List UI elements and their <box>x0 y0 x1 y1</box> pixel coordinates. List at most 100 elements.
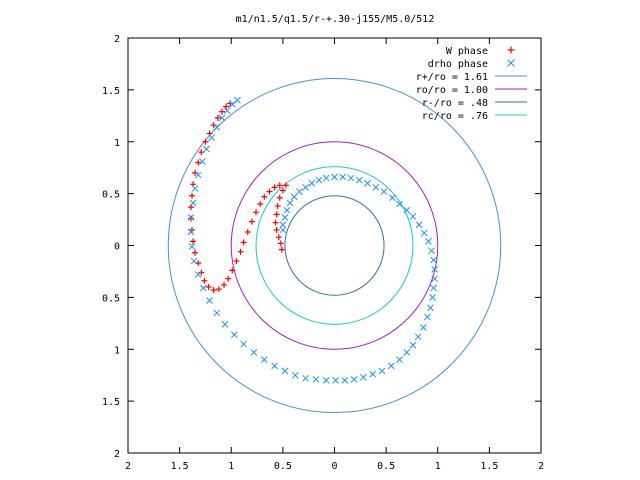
y-tick-label: 0.5 <box>102 190 120 201</box>
w-phase-point <box>198 149 205 156</box>
drho-phase-point <box>409 213 417 220</box>
x-tick-label: 0.5 <box>377 461 395 472</box>
x-tick-label: 2 <box>538 461 544 472</box>
x-tick-label: 0 <box>331 461 337 472</box>
legend-marker <box>507 59 515 67</box>
drho-phase-point <box>414 333 422 341</box>
w-phase-point <box>244 229 251 236</box>
drho-phase-point <box>419 324 427 331</box>
w-phase-point <box>225 275 232 282</box>
drho-phase-point <box>187 214 195 221</box>
drho-phase-point <box>339 173 347 181</box>
w-phase-point <box>189 226 196 233</box>
y-tick-label: 1 <box>114 138 120 149</box>
reference-circles <box>167 77 502 414</box>
drho-phase-point <box>372 184 380 191</box>
drho-phase-point <box>322 377 330 384</box>
drho-phase-point <box>271 362 278 370</box>
drho-phase-point <box>403 349 411 356</box>
y-tick-label: 0.5 <box>102 293 120 304</box>
reference-circle <box>284 195 385 296</box>
w-phase-point <box>279 187 286 194</box>
w-phase-point <box>248 218 255 225</box>
drho-phase-point <box>350 375 358 383</box>
w-phase-point <box>215 286 222 293</box>
drho-phase-point <box>431 275 439 283</box>
drho-phase-point <box>189 199 197 207</box>
w-phase-point <box>210 287 217 294</box>
drho-phase-point <box>425 237 432 245</box>
w-phase-point <box>273 211 280 218</box>
y-tick-label: 1 <box>114 345 120 356</box>
w-phase-point <box>277 240 284 247</box>
drho-phase-point <box>221 320 229 328</box>
w-phase-point <box>190 238 197 245</box>
drho-phase-point <box>230 331 238 339</box>
drho-phase-point <box>206 297 213 304</box>
w-phase-point <box>257 201 264 207</box>
legend-marker <box>507 46 515 54</box>
drho-phase-point <box>341 377 349 384</box>
reference-circle <box>167 77 502 414</box>
y-tick-label: 1.5 <box>102 86 120 97</box>
w-phase-point <box>240 239 247 246</box>
drho-phase-point <box>208 134 215 141</box>
drho-phase-point <box>188 243 196 250</box>
w-phase-point <box>253 209 260 216</box>
w-phase-point <box>218 108 225 115</box>
x-tick-label: 1.5 <box>171 461 189 472</box>
w-phase-point <box>214 114 221 121</box>
drho-phase-point <box>279 226 287 234</box>
drho-phase-point <box>378 367 386 375</box>
drho-phase-point <box>291 371 299 379</box>
drho-phase-point <box>364 179 371 187</box>
drho-phase-point <box>283 206 291 214</box>
w-phase-point <box>192 249 199 256</box>
drho-phase-point <box>302 374 309 382</box>
drho-phase-point <box>200 284 207 292</box>
drho-phase-point <box>430 284 437 292</box>
x-tick-label: 1.5 <box>480 461 498 472</box>
drho-phase-point <box>296 188 303 195</box>
y-tick-label: 0 <box>114 242 120 253</box>
legend: W phase drho phase r+/ro = 1.61 ro/ro = 1.0… <box>416 46 527 122</box>
drho-phase-point <box>355 176 363 184</box>
drho-phase-point <box>281 214 289 221</box>
drho-phase-point <box>213 123 221 131</box>
w-phase-point <box>223 103 230 110</box>
w-phase-point <box>201 277 208 284</box>
drho-phase-point <box>380 188 388 195</box>
drho-phase-point <box>308 179 316 187</box>
drho-phase-point <box>187 228 195 236</box>
drho-phase-point <box>194 171 202 179</box>
drho-phase-point <box>403 206 411 214</box>
w-phase-point <box>221 281 228 288</box>
w-phase-point <box>282 182 289 189</box>
drho-phase-point <box>424 313 431 321</box>
drho-phase-point <box>223 107 231 114</box>
drho-phase-point <box>420 229 428 237</box>
drho-phase-point <box>322 174 330 182</box>
y-tick-label: 2 <box>114 34 120 45</box>
drho-phase-point <box>302 184 309 191</box>
drho-phase-point <box>240 340 247 348</box>
w-phase-point <box>210 122 217 129</box>
legend-label: W phase <box>446 46 488 57</box>
drho-phase-point <box>387 362 395 370</box>
drho-phase-point <box>286 199 294 207</box>
w-phase-point <box>278 246 285 253</box>
drho-phase-point <box>191 185 199 192</box>
legend-label: r+/ro = 1.61 <box>416 72 488 83</box>
w-phase-point <box>195 159 202 166</box>
drho-phase-point <box>198 158 206 165</box>
w-phase-point <box>187 215 194 222</box>
w-phase-point <box>229 267 236 274</box>
drho-phase-point <box>431 266 439 273</box>
w-phase-point <box>192 169 199 176</box>
drho-phase-point <box>203 145 210 153</box>
w-phase-point <box>275 234 282 241</box>
x-tick-label: 1 <box>228 461 234 472</box>
drho-phase-point <box>428 247 435 255</box>
w-phase-point <box>274 203 281 210</box>
w-phase-point <box>189 192 196 199</box>
